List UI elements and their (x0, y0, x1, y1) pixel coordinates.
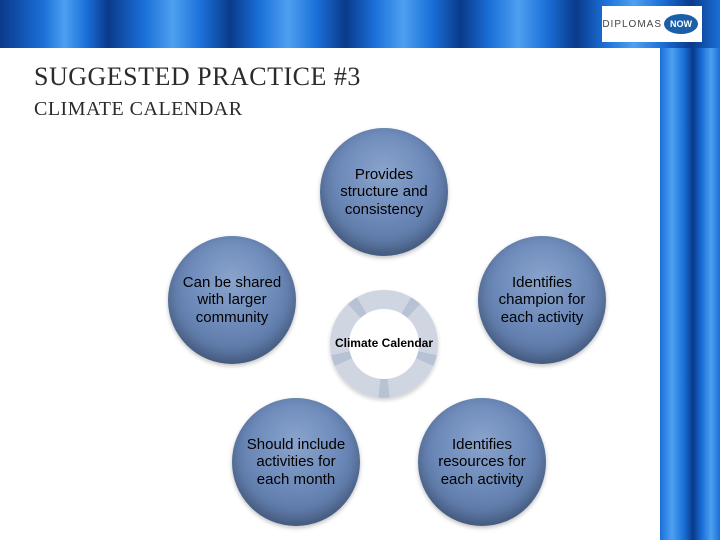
side-band (660, 48, 720, 540)
diagram-node-label: Identifies resources for each activity (418, 436, 546, 488)
radial-diagram: Climate Calendar Provides structure and … (80, 118, 640, 538)
diagram-node-should: Should include activities for each month (232, 398, 360, 526)
diagram-node-shared: Can be shared with larger community (168, 236, 296, 364)
center-label: Climate Calendar (335, 337, 433, 350)
diagram-node-label: Provides structure and consistency (320, 166, 448, 218)
diagram-node-label: Can be shared with larger community (168, 274, 296, 326)
logo: DIPLOMAS NOW (602, 6, 702, 42)
page-title: SUGGESTED PRACTICE #3 (34, 62, 656, 92)
diagram-node-label: Should include activities for each month (232, 436, 360, 488)
diagram-node-provides: Provides structure and consistency (320, 128, 448, 256)
center-ring: Climate Calendar (330, 290, 438, 398)
diagram-node-identifies2: Identifies resources for each activity (418, 398, 546, 526)
diagram-node-identifies1: Identifies champion for each activity (478, 236, 606, 364)
logo-text: DIPLOMAS (602, 19, 662, 30)
diagram-node-label: Identifies champion for each activity (478, 274, 606, 326)
logo-badge-oval: NOW (664, 14, 698, 34)
